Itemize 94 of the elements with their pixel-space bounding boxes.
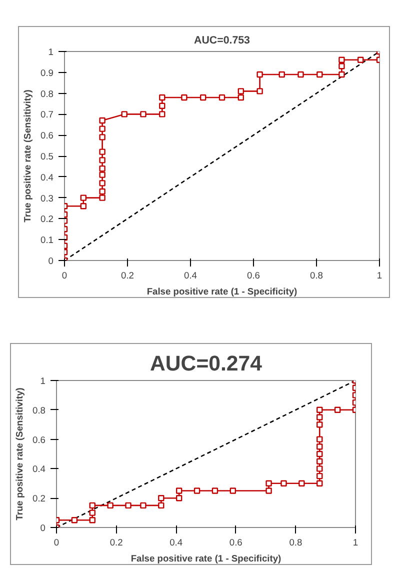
x-tick-label: 0.2 bbox=[121, 270, 134, 280]
point bbox=[316, 458, 323, 464]
point bbox=[316, 466, 323, 472]
point bbox=[99, 134, 106, 140]
point bbox=[334, 406, 341, 413]
point bbox=[316, 436, 323, 442]
point bbox=[238, 94, 244, 101]
x-tick-label: 0 bbox=[62, 270, 68, 280]
y-tick-label: 0 bbox=[40, 523, 46, 533]
y-tick-label: 1 bbox=[40, 376, 46, 386]
point bbox=[316, 444, 323, 450]
point bbox=[230, 488, 236, 494]
point bbox=[89, 510, 96, 516]
y-tick-label: 0.9 bbox=[40, 68, 54, 78]
point bbox=[218, 94, 226, 101]
point bbox=[159, 111, 166, 118]
point bbox=[298, 480, 305, 486]
point bbox=[99, 157, 106, 164]
y-tick-label: 0.6 bbox=[40, 130, 54, 141]
point bbox=[121, 111, 128, 118]
point bbox=[181, 94, 188, 101]
y-tick-label: 0.4 bbox=[32, 464, 46, 474]
y-tick-label: 0 bbox=[48, 256, 54, 266]
point bbox=[266, 488, 272, 494]
point bbox=[266, 480, 272, 486]
x-tick-label: 0.4 bbox=[170, 538, 183, 548]
point bbox=[99, 180, 106, 186]
point bbox=[316, 472, 323, 480]
y-tick-label: 0.1 bbox=[40, 235, 54, 246]
y-tick-label: 0.6 bbox=[32, 434, 46, 445]
point bbox=[80, 194, 86, 201]
y-tick-label: 0.8 bbox=[40, 88, 54, 99]
y-tick-label: 0.7 bbox=[40, 110, 54, 120]
point bbox=[316, 450, 323, 458]
point bbox=[316, 480, 323, 486]
point bbox=[159, 94, 166, 101]
point bbox=[80, 203, 86, 210]
chart-title: AUC=0.753 bbox=[194, 34, 250, 46]
x-tick-label: 0.4 bbox=[184, 270, 197, 280]
y-tick-label: 0.2 bbox=[40, 214, 54, 224]
point bbox=[99, 188, 106, 195]
point bbox=[71, 517, 78, 524]
point bbox=[338, 56, 345, 63]
point bbox=[176, 488, 182, 494]
x-tick-label: 1 bbox=[352, 538, 358, 548]
point bbox=[212, 488, 218, 494]
point bbox=[316, 71, 323, 78]
x-tick-label: 0.6 bbox=[247, 270, 260, 280]
point bbox=[99, 194, 106, 201]
y-tick-label: 0.8 bbox=[32, 405, 46, 416]
point bbox=[158, 502, 164, 509]
point bbox=[358, 56, 364, 63]
point bbox=[316, 422, 323, 428]
x-tick-label: 0.2 bbox=[110, 538, 123, 548]
point bbox=[99, 126, 106, 132]
x-axis-title: False positive rate (1 - Specificity) bbox=[130, 554, 282, 564]
point bbox=[256, 88, 263, 94]
point bbox=[238, 88, 244, 94]
x-tick-label: 1 bbox=[376, 270, 382, 280]
point bbox=[278, 71, 285, 78]
x-tick-label: 0.6 bbox=[229, 538, 242, 548]
point bbox=[194, 488, 200, 494]
point bbox=[99, 165, 106, 172]
point bbox=[338, 71, 345, 78]
point bbox=[89, 502, 96, 509]
y-tick-label: 0.2 bbox=[32, 494, 46, 504]
y-axis-title: True positive rate (Sensitivity) bbox=[22, 90, 33, 222]
point bbox=[256, 71, 263, 78]
y-tick-label: 0.5 bbox=[40, 152, 54, 162]
x-tick-label: 0.8 bbox=[310, 270, 323, 280]
point bbox=[125, 502, 132, 509]
point bbox=[140, 502, 146, 509]
point bbox=[140, 111, 146, 118]
point bbox=[200, 94, 206, 101]
x-tick-label: 0.8 bbox=[289, 538, 302, 548]
point bbox=[89, 517, 96, 524]
x-axis-title: False positive rate (1 - Specificity) bbox=[146, 286, 298, 296]
point bbox=[316, 406, 323, 413]
point bbox=[176, 495, 182, 502]
point bbox=[159, 102, 166, 109]
point bbox=[99, 148, 106, 155]
point bbox=[158, 495, 164, 502]
y-axis-title: True positive rate (Sensitivity) bbox=[14, 388, 25, 520]
point bbox=[107, 502, 114, 509]
chart-title: AUC=0.274 bbox=[150, 352, 262, 376]
point bbox=[280, 480, 287, 486]
point bbox=[338, 63, 345, 70]
y-tick-label: 0.3 bbox=[40, 193, 54, 204]
y-tick-label: 1 bbox=[48, 47, 54, 57]
point bbox=[99, 117, 106, 124]
point bbox=[316, 414, 323, 420]
point bbox=[99, 172, 106, 178]
y-tick-label: 0.4 bbox=[40, 172, 54, 182]
point bbox=[298, 71, 304, 78]
